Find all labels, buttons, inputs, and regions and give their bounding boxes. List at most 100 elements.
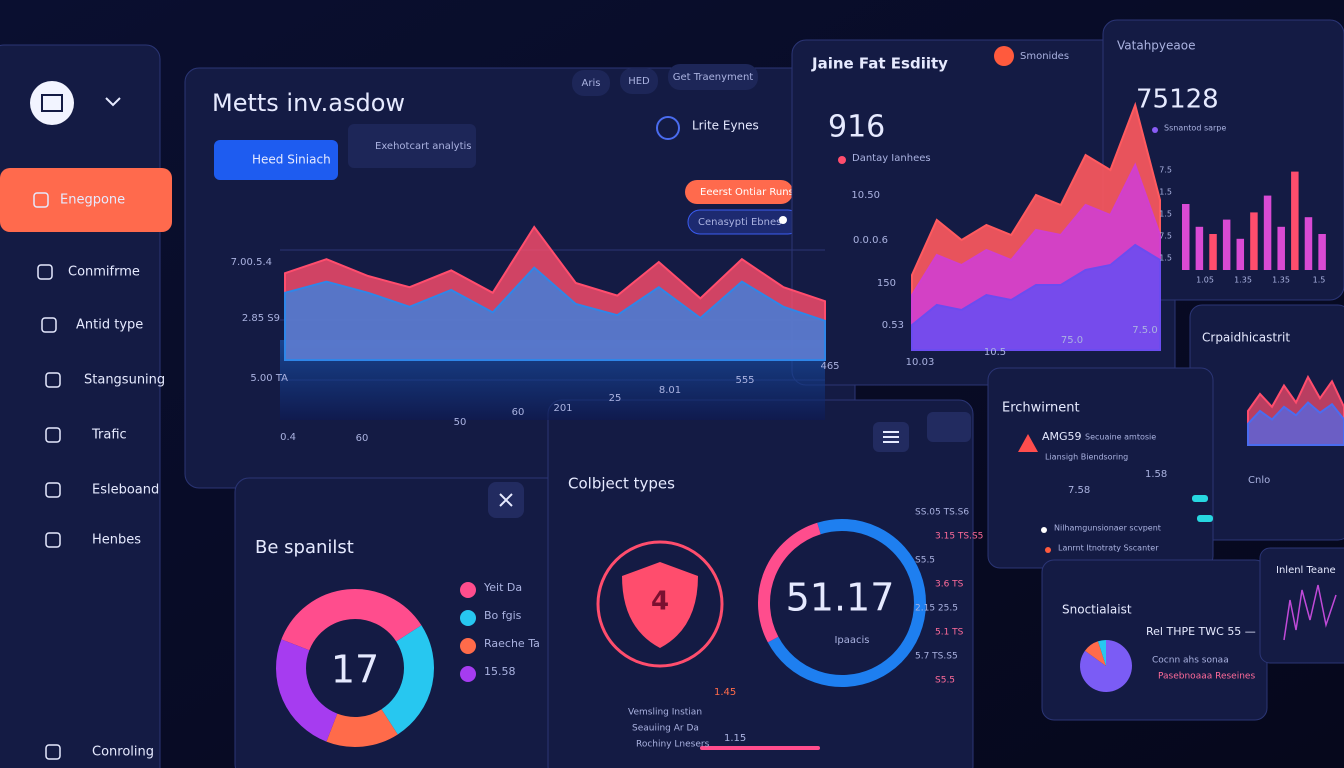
nav-label: Enegpone	[60, 193, 125, 208]
button-label: Exehotcart analytis	[375, 141, 472, 152]
environment-panel	[987, 367, 1214, 569]
x-tick-label: 60	[512, 407, 525, 418]
nav-icon[interactable]	[45, 532, 61, 548]
legend-label: 15.58	[484, 665, 516, 678]
bar	[1222, 219, 1231, 270]
alert-icon	[1018, 434, 1038, 452]
chart-label: Cnlo	[1248, 475, 1270, 486]
social-line: Pasebnoaaa Reseines	[1158, 672, 1255, 682]
x-tick-label: 1.35	[1272, 276, 1290, 285]
legend-pill[interactable]	[685, 180, 793, 204]
chip[interactable]	[620, 68, 658, 94]
x-tick-label: 7.5.0	[1132, 325, 1157, 336]
area	[284, 266, 826, 361]
y-tick-label: 7.5	[1159, 166, 1172, 175]
alert-code: AMG59	[1042, 430, 1082, 443]
x-tick-label: 25	[609, 393, 622, 404]
progress-bar	[700, 746, 820, 750]
y-tick-label: 7.5	[1159, 232, 1172, 241]
side-label: 3.15 TS.S5	[935, 532, 983, 542]
x-tick-label: 50	[454, 417, 467, 428]
nav-icon[interactable]	[45, 482, 61, 498]
bar	[1318, 234, 1326, 270]
pie-slice	[1084, 641, 1106, 666]
nav-icon[interactable]	[33, 192, 49, 208]
kpi-value: 916	[828, 110, 885, 145]
sidebar	[0, 44, 161, 768]
button-label: Heed Siniach	[252, 153, 331, 167]
chip-label: Aris	[582, 78, 601, 89]
nav-label: Henbes	[92, 533, 141, 548]
nav-label: Stangsuning	[84, 373, 165, 388]
y-tick-label: 5.00 TA	[250, 373, 288, 384]
nav-icon[interactable]	[45, 427, 61, 443]
x-tick-label: 75.0	[1061, 335, 1083, 346]
side-label: SS.05 TS.S6	[915, 508, 969, 518]
ring-value: 51.17	[786, 576, 895, 620]
nav-label: Trafic	[91, 428, 127, 443]
inline-panel	[1259, 547, 1344, 664]
active-nav[interactable]	[0, 168, 172, 232]
panel-title: Snoctialaist	[1062, 603, 1132, 617]
kpi-caption: Dantay Ianhees	[852, 153, 931, 164]
bar	[1182, 204, 1190, 270]
panel-title: Jaine Fat Esdiity	[811, 55, 948, 73]
bar	[1236, 238, 1245, 270]
y-tick-label: 0.0.0.6	[853, 235, 888, 246]
sparkline	[1283, 584, 1337, 641]
panel-title: Vatahpyeaoe	[1117, 39, 1195, 53]
bar	[1263, 195, 1272, 270]
x-tick-label: 1.5	[1313, 276, 1326, 285]
legend-dot	[460, 666, 476, 682]
nav-icon[interactable]	[37, 264, 53, 280]
toggle[interactable]	[1197, 515, 1213, 522]
donut-value: 17	[331, 648, 379, 692]
nav-icon[interactable]	[41, 317, 57, 333]
ring-caption: Ipaacis	[834, 635, 869, 646]
secondary-button[interactable]	[348, 124, 476, 168]
chip[interactable]	[572, 70, 610, 96]
legend-dot	[460, 582, 476, 598]
dropdown-label[interactable]: Lrite Eynes	[692, 119, 759, 133]
list-value: 1.45	[714, 687, 736, 698]
bar	[1195, 226, 1204, 270]
logo	[30, 81, 74, 125]
toggle[interactable]	[1192, 495, 1208, 502]
alert-line: Liansigh Biendsoring	[1045, 453, 1128, 462]
side-label: S5.5	[935, 676, 955, 686]
panel-title: Be spanilst	[255, 537, 354, 558]
badge-icon	[994, 46, 1014, 66]
kpi-value: 75128	[1136, 85, 1219, 115]
area	[1247, 401, 1344, 446]
primary-button[interactable]	[214, 140, 338, 180]
panel-title: Colbject types	[568, 475, 675, 493]
y-tick-label: 7.00.5.4	[231, 257, 272, 268]
list-item: Lanrnt Itnotraty Sscanter	[1058, 544, 1159, 553]
dropdown-arrow[interactable]	[105, 97, 121, 107]
list-label: Seauiing Ar Da	[632, 724, 699, 734]
badge-label: Smonides	[1020, 51, 1069, 62]
nav-icon[interactable]	[45, 744, 61, 760]
ring-segment	[276, 639, 338, 742]
legend-dot	[460, 610, 476, 626]
x-tick-label: 555	[735, 375, 754, 386]
nav-icon[interactable]	[45, 372, 61, 388]
nav-label: Esleboand	[92, 483, 159, 498]
shield-value: 4	[651, 587, 669, 617]
x-tick-label: 1.35	[1234, 276, 1252, 285]
list-value: 1.15	[724, 733, 746, 744]
legend-label: Bo fgis	[484, 609, 522, 622]
x-tick-label: 10.03	[906, 357, 935, 368]
chip-label: Get Traenyment	[673, 72, 754, 83]
y-tick-label: 2.85 S9	[242, 313, 280, 324]
bar	[1250, 212, 1258, 270]
logo-icon	[41, 94, 63, 112]
env-value: 7.58	[1068, 485, 1090, 496]
nav-label: Conmifrme	[68, 265, 140, 280]
headline: Rel THPE TWC 55 —	[1146, 625, 1256, 638]
chip[interactable]	[668, 64, 758, 90]
side-label: 3.6 TS	[935, 580, 964, 590]
nav-label: Antid type	[76, 318, 143, 333]
action-button[interactable]	[927, 412, 971, 442]
